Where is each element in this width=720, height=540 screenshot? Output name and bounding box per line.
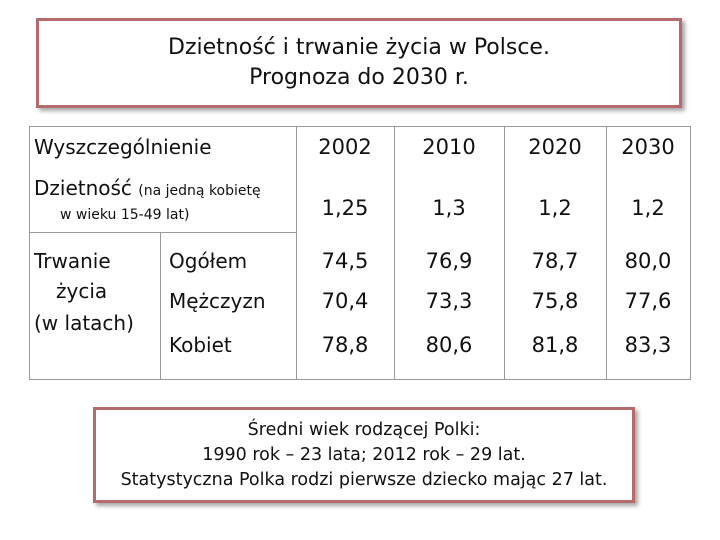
note-line-1: Średni wiek rodzącej Polki: (247, 419, 481, 440)
year-header: 2002 (318, 135, 372, 159)
year-header: 2010 (422, 135, 476, 159)
note-line-2: 1990 rok – 23 lata; 2012 rok – 29 lat. (202, 444, 526, 465)
year-header: 2030 (621, 135, 675, 159)
life-value: 74,5 (321, 249, 369, 273)
fertility-label: Dzietność (34, 176, 132, 200)
title-line-2: Prognoza do 2030 r. (249, 65, 469, 90)
fertility-sublabel-2: w wieku 15-49 lat) (60, 207, 190, 223)
fertility-value: 1,3 (432, 196, 466, 220)
fertility-value: 1,2 (538, 196, 572, 220)
title-box: Dzietność i trwanie życia w Polsce. Prog… (36, 18, 682, 108)
life-row-label: Mężczyzn (169, 289, 266, 313)
life-value: 78,7 (531, 249, 579, 273)
grid-line (296, 127, 297, 379)
grid-line (606, 127, 607, 379)
life-value: 80,0 (624, 249, 672, 273)
life-value: 80,6 (425, 333, 473, 357)
header-label: Wyszczególnienie (34, 135, 212, 159)
year-header: 2020 (528, 135, 582, 159)
life-value: 73,3 (425, 289, 473, 313)
life-label-line-2: życia (56, 279, 108, 303)
life-value: 75,8 (531, 289, 579, 313)
life-value: 83,3 (624, 333, 672, 357)
life-row-label: Ogółem (169, 249, 248, 273)
note-line-3: Statystyczna Polka rodzi pierwsze dzieck… (120, 469, 608, 490)
grid-line (30, 232, 296, 233)
life-value: 70,4 (321, 289, 369, 313)
fertility-sublabel-1: (na jedną kobietę (138, 183, 261, 199)
grid-line (394, 127, 395, 379)
fertility-value: 1,2 (631, 196, 665, 220)
life-value: 78,8 (321, 333, 369, 357)
fertility-value: 1,25 (321, 196, 369, 220)
life-value: 81,8 (531, 333, 579, 357)
life-value: 77,6 (624, 289, 672, 313)
note-box: Średni wiek rodzącej Polki: 1990 rok – 2… (93, 407, 635, 503)
life-label-line-3: (w latach) (34, 311, 134, 335)
life-row-label: Kobiet (169, 333, 232, 357)
grid-line (504, 127, 505, 379)
life-value: 76,9 (425, 249, 473, 273)
forecast-table: Wyszczególnienie 2002 2010 2020 2030 Dzi… (29, 126, 691, 380)
title-line-1: Dzietność i trwanie życia w Polsce. (168, 35, 550, 60)
fertility-label-group: Dzietność (na jedną kobietę (34, 176, 261, 200)
life-label-line-1: Trwanie (34, 249, 111, 273)
grid-line (160, 232, 161, 380)
